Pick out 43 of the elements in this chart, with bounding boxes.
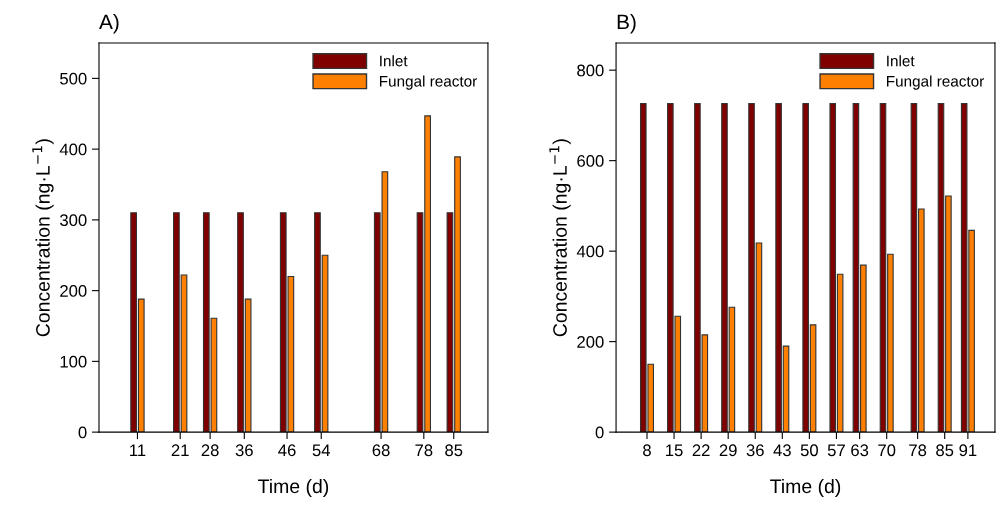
y-tick-label: 0 — [595, 426, 604, 439]
y-tick-label: 100 — [60, 355, 87, 368]
y-tick-label: 200 — [577, 336, 604, 348]
x-tick-label: 85 — [936, 444, 954, 457]
x-tick-label: 8 — [643, 444, 651, 457]
chart-title: B) — [617, 14, 636, 34]
legend-label: Fungal reactor — [379, 75, 477, 90]
chart-title: A) — [99, 14, 119, 34]
x-axis-title: Time (d) — [770, 478, 841, 498]
x-tick-label: 46 — [278, 444, 296, 457]
x-tick-label: 22 — [692, 444, 710, 457]
x-tick-label: 15 — [666, 444, 683, 457]
x-tick-label: 70 — [878, 444, 896, 457]
legend-label: Inlet — [380, 55, 408, 67]
y-tick-label: 0 — [78, 426, 87, 439]
legend-label: Fungal reactor — [887, 75, 985, 90]
y-tick-label: 600 — [577, 155, 604, 167]
x-tick-label: 28 — [201, 444, 219, 457]
x-tick-label: 91 — [959, 444, 977, 457]
x-tick-label: 57 — [827, 444, 845, 457]
x-tick-label: 43 — [773, 444, 791, 457]
y-tick-label: 400 — [576, 245, 604, 258]
x-tick-label: 54 — [312, 444, 331, 457]
x-tick-label: 63 — [851, 444, 869, 457]
x-tick-label: 36 — [746, 444, 764, 457]
y-tick-label: 200 — [60, 285, 87, 297]
x-tick-label: 68 — [372, 444, 390, 457]
x-tick-label: 78 — [909, 444, 927, 457]
x-tick-label: 50 — [800, 444, 818, 457]
x-tick-label: 21 — [171, 444, 189, 457]
y-axis-title: Concentration (ng·L$^{−1}$) — [32, 139, 54, 337]
y-axis-title: Concentration (ng·L$^{−1}$) — [549, 139, 571, 337]
x-axis-title: Time (d) — [258, 478, 329, 498]
y-tick-label: 500 — [60, 72, 87, 85]
x-tick-label: 11 — [130, 444, 146, 457]
y-tick-label: 400 — [59, 143, 87, 156]
x-tick-label: 78 — [415, 444, 433, 457]
legend-label: Inlet — [887, 55, 915, 67]
x-tick-label: 29 — [719, 444, 737, 457]
x-tick-label: 36 — [235, 444, 253, 457]
x-tick-label: 85 — [445, 444, 463, 457]
y-tick-label: 300 — [60, 214, 87, 227]
y-tick-label: 800 — [577, 64, 604, 77]
